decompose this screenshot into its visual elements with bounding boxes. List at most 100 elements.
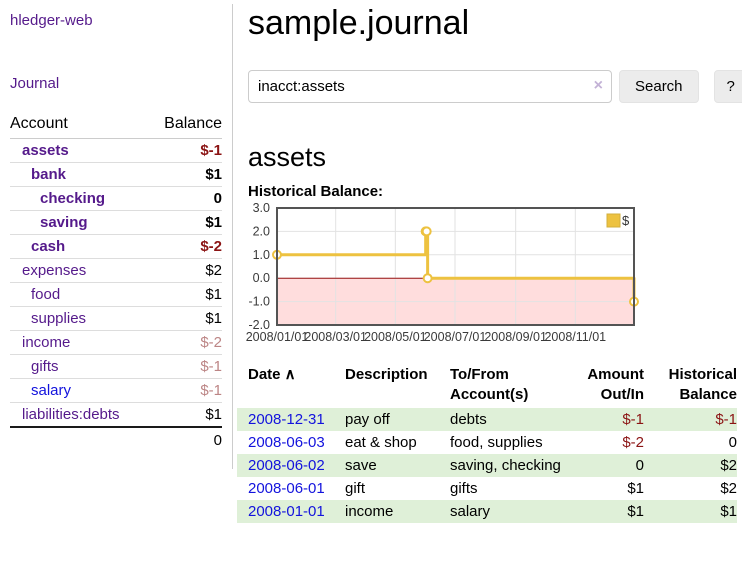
register-col-header: Amount Out/In: [587, 366, 644, 403]
account-row: checking 0: [10, 186, 222, 211]
register-table: Date ∧ Description To/From Account(s) Amount…: [237, 362, 737, 523]
account-link[interactable]: liabilities:debts: [22, 406, 120, 423]
search-box: ×: [248, 70, 612, 103]
register-header-row: Date ∧ Description To/From Account(s) Amount…: [237, 362, 737, 408]
transaction-accounts: salary: [450, 503, 491, 520]
search-input[interactable]: [248, 70, 612, 103]
svg-text:2.0: 2.0: [253, 224, 270, 238]
transaction-row: 2008-06-01 gift gifts $1 $2: [237, 477, 737, 500]
accounts-header-balance: Balance: [164, 115, 222, 132]
search-form: × Search ?: [248, 70, 742, 103]
svg-text:3.0: 3.0: [253, 201, 270, 215]
svg-text:-2.0: -2.0: [248, 318, 270, 332]
transaction-amount: $1: [627, 480, 644, 497]
register-col-header: Description: [345, 366, 428, 383]
accounts-header-row: Account Balance: [10, 112, 222, 139]
account-balance: $2: [205, 262, 222, 279]
transaction-date-link[interactable]: 2008-12-31: [248, 411, 325, 428]
chart-title: Historical Balance:: [248, 183, 384, 200]
nav-journal-link[interactable]: Journal: [10, 75, 60, 92]
account-row: assets $-1: [10, 138, 222, 163]
transaction-date-link[interactable]: 2008-06-03: [248, 434, 325, 451]
account-link[interactable]: expenses: [22, 262, 87, 279]
transaction-row: 2008-06-02 save saving, checking 0 $2: [237, 454, 737, 477]
account-balance: 0: [213, 190, 222, 207]
transaction-balance: $1: [720, 503, 737, 520]
account-link[interactable]: bank: [31, 166, 67, 183]
account-link[interactable]: food: [31, 286, 61, 303]
accounts-total-value: 0: [148, 426, 222, 453]
accounts-table: Account Balance assets $-1 bank $1 checking 0…: [10, 112, 222, 453]
account-row: income $-2: [10, 330, 222, 355]
account-balance: $1: [205, 310, 222, 327]
search-button[interactable]: Search: [619, 70, 699, 103]
svg-text:1.0: 1.0: [253, 248, 270, 262]
transaction-date-link[interactable]: 2008-06-02: [248, 457, 325, 474]
svg-text:$: $: [622, 213, 630, 228]
account-balance: $1: [205, 286, 222, 303]
account-link[interactable]: checking: [40, 190, 106, 207]
account-link[interactable]: saving: [40, 214, 88, 231]
sort-asc-icon: ∧: [280, 366, 296, 383]
svg-text:2008/11/01: 2008/11/01: [544, 330, 606, 344]
accounts-total-row: 0: [10, 426, 222, 453]
transaction-date-link[interactable]: 2008-06-01: [248, 480, 325, 497]
account-row: supplies $1: [10, 306, 222, 331]
svg-text:0.0: 0.0: [253, 271, 270, 285]
account-link[interactable]: income: [22, 334, 71, 351]
historical-balance-chart[interactable]: $3.0 2.0 1.0 0.0 -1.0 -2.0 2008/01/01 2008/03/0…: [241, 200, 737, 350]
transaction-accounts: gifts: [450, 480, 478, 497]
transaction-row: 2008-12-31 pay off debts $-1 $-1: [237, 408, 737, 431]
account-link[interactable]: cash: [31, 238, 66, 255]
transaction-row: 2008-06-03 eat & shop food, supplies $-2 0: [237, 431, 737, 454]
transaction-amount: $-2: [622, 434, 644, 451]
transaction-amount: 0: [635, 457, 644, 474]
account-balance: $-2: [200, 334, 222, 351]
app-title-link[interactable]: hledger-web: [10, 12, 93, 29]
account-balance: $-1: [200, 358, 222, 375]
transaction-balance: $-1: [715, 411, 737, 428]
account-balance: $-1: [200, 382, 222, 399]
transaction-amount: $1: [627, 503, 644, 520]
account-balance: $1: [205, 166, 222, 183]
account-balance: $-2: [200, 238, 222, 255]
svg-text:2008/03/01: 2008/03/01: [304, 330, 367, 344]
sidebar: hledger-web Journal Account Balance asse…: [0, 4, 233, 469]
account-balance: $1: [205, 406, 222, 423]
clear-search-icon[interactable]: ×: [593, 77, 603, 94]
account-balance: $-1: [200, 142, 222, 159]
register-col-header[interactable]: Date ∧: [248, 366, 296, 383]
svg-text:2008/05/01: 2008/05/01: [364, 330, 427, 344]
transaction-row: 2008-01-01 income salary $1 $1: [237, 500, 737, 523]
transaction-description: gift: [345, 480, 366, 497]
account-row: liabilities:debts $1: [10, 402, 222, 428]
transaction-accounts: food, supplies: [450, 434, 543, 451]
account-link[interactable]: gifts: [31, 358, 59, 375]
transaction-description: pay off: [345, 411, 390, 428]
account-link[interactable]: supplies: [31, 310, 87, 327]
transaction-balance: 0: [728, 434, 737, 451]
transaction-balance: $2: [720, 457, 737, 474]
transaction-description: income: [345, 503, 394, 520]
transaction-amount: $-1: [622, 411, 644, 428]
account-link[interactable]: salary: [31, 382, 72, 399]
page-title: sample.journal: [248, 4, 470, 42]
transaction-description: eat & shop: [345, 434, 417, 451]
account-heading: assets: [248, 142, 327, 172]
account-row: saving $1: [10, 210, 222, 235]
transaction-description: save: [345, 457, 377, 474]
transaction-date-link[interactable]: 2008-01-01: [248, 503, 325, 520]
svg-text:-1.0: -1.0: [248, 295, 270, 309]
transaction-accounts: debts: [450, 411, 487, 428]
svg-text:2008/09/01: 2008/09/01: [484, 330, 547, 344]
account-row: expenses $2: [10, 258, 222, 283]
account-link[interactable]: assets: [22, 142, 69, 159]
account-row: gifts $-1: [10, 354, 222, 379]
help-button[interactable]: ?: [713, 70, 742, 103]
accounts-header-account: Account: [10, 115, 68, 132]
account-row: bank $1: [10, 162, 222, 187]
account-row: food $1: [10, 282, 222, 307]
svg-text:2008/07/01: 2008/07/01: [424, 330, 487, 344]
transaction-accounts: saving, checking: [450, 457, 561, 474]
svg-text:2008/01/01: 2008/01/01: [246, 330, 309, 344]
